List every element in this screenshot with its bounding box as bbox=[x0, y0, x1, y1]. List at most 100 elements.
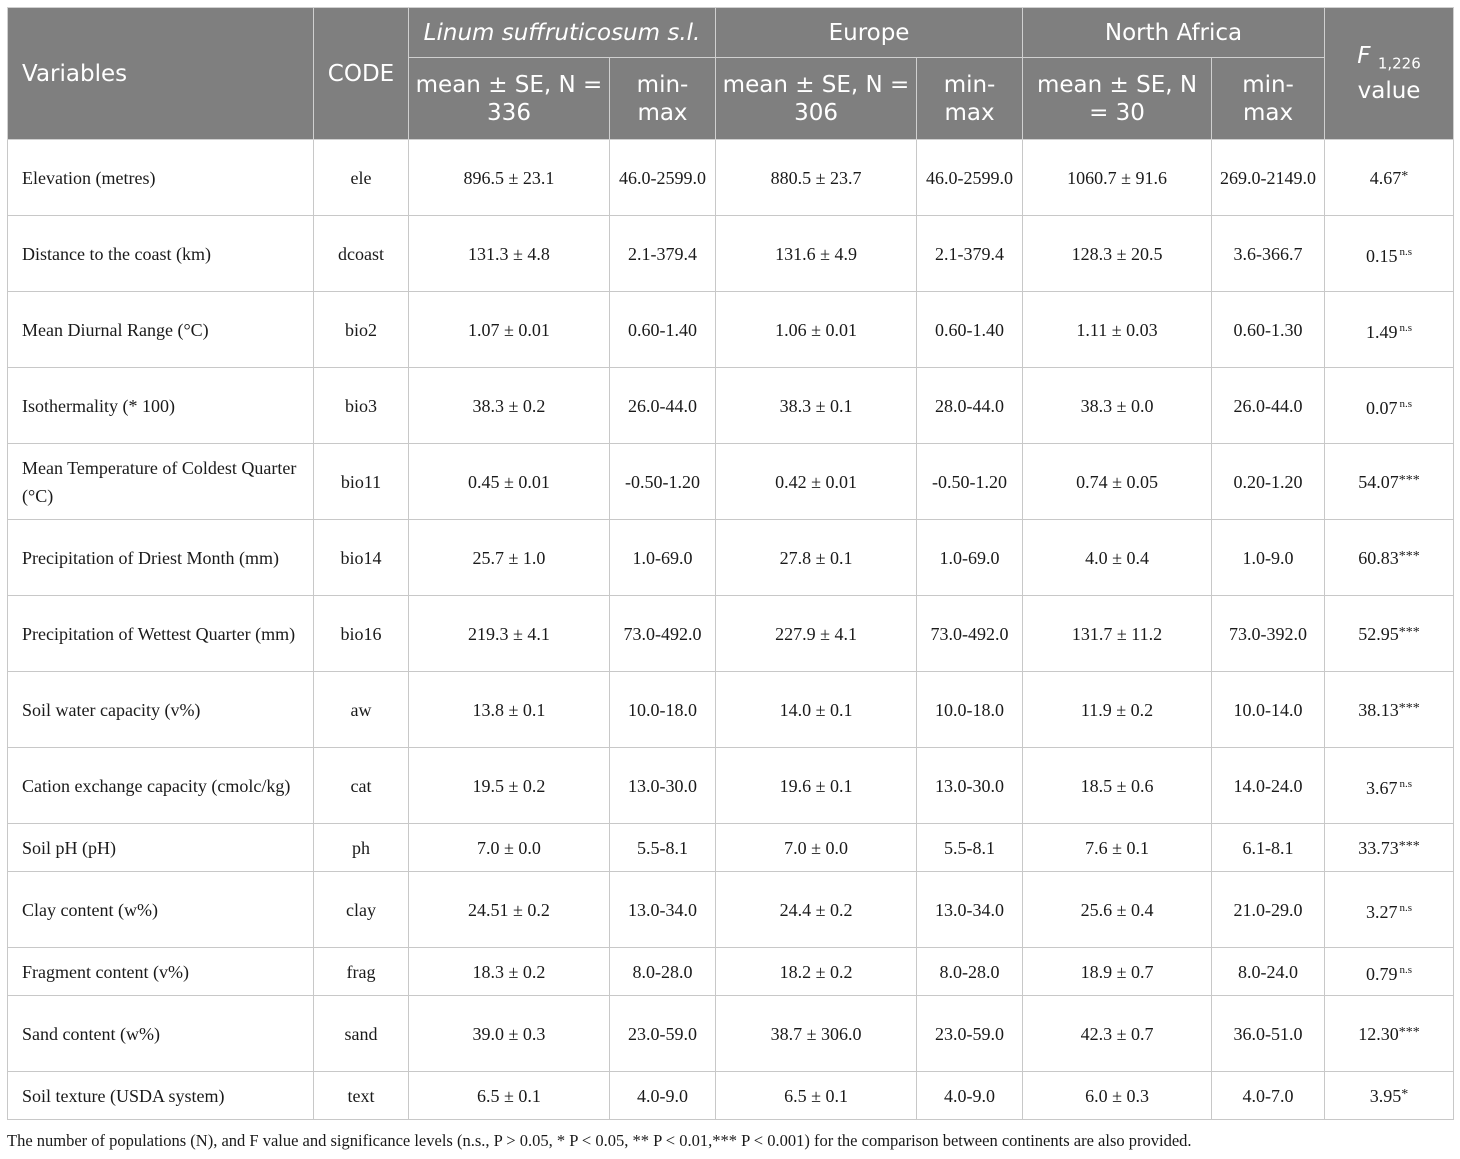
code-cell: bio3 bbox=[313, 367, 409, 444]
linum-mean-cell: 896.5 ± 23.1 bbox=[408, 139, 610, 216]
africa-mean-cell: 11.9 ± 0.2 bbox=[1022, 671, 1213, 748]
africa-range-cell: 10.0-14.0 bbox=[1211, 671, 1326, 748]
f-value-cell: 3.27 n.s bbox=[1324, 871, 1455, 948]
africa-range-cell: 4.0-7.0 bbox=[1211, 1071, 1326, 1120]
header-f-letter: F bbox=[1357, 42, 1371, 69]
significance-marker: n.s bbox=[1399, 901, 1413, 914]
variable-cell: Mean Diurnal Range (°C) bbox=[7, 291, 314, 368]
f-value: 38.13 bbox=[1358, 700, 1399, 720]
header-f-value-label: value bbox=[1357, 78, 1421, 105]
code-cell: ele bbox=[313, 139, 409, 216]
f-value-cell: 38.13*** bbox=[1324, 671, 1455, 748]
table-footnote: The number of populations (N), and F val… bbox=[7, 1131, 1192, 1150]
f-value: 54.07 bbox=[1358, 472, 1399, 492]
f-value: 33.73 bbox=[1358, 838, 1399, 858]
significance-marker: *** bbox=[1398, 625, 1420, 640]
europe-range-cell: 46.0-2599.0 bbox=[916, 139, 1024, 216]
variable-cell: Precipitation of Wettest Quarter (mm) bbox=[7, 595, 314, 672]
f-value: 12.30 bbox=[1358, 1024, 1399, 1044]
europe-range-cell: 13.0-30.0 bbox=[916, 747, 1024, 824]
code-cell: clay bbox=[313, 871, 409, 948]
table-body: Elevation (metres) ele 896.5 ± 23.1 46.0-25… bbox=[7, 139, 1455, 1120]
europe-range-cell: -0.50-1.20 bbox=[916, 443, 1024, 520]
header-group-linum: Linum suffruticosum s.l. bbox=[407, 7, 717, 58]
linum-range-cell: 10.0-18.0 bbox=[608, 671, 717, 748]
linum-mean-cell: 24.51 ± 0.2 bbox=[408, 871, 610, 948]
header-g2-mean: mean ± SE, N = 306 bbox=[715, 57, 918, 140]
table-row: Clay content (w%) clay 24.51 ± 0.2 13.0-34.… bbox=[7, 871, 1455, 948]
africa-mean-cell: 42.3 ± 0.7 bbox=[1022, 995, 1213, 1072]
europe-range-cell: 2.1-379.4 bbox=[916, 215, 1024, 292]
table-row: Precipitation of Wettest Quarter (mm) bio… bbox=[7, 595, 1455, 672]
f-value-cell: 52.95*** bbox=[1324, 595, 1455, 672]
f-value: 60.83 bbox=[1358, 548, 1399, 568]
linum-mean-cell: 6.5 ± 0.1 bbox=[408, 1071, 610, 1120]
table-row: Mean Temperature of Coldest Quarter (°C)… bbox=[7, 443, 1455, 520]
europe-mean-cell: 38.3 ± 0.1 bbox=[715, 367, 918, 444]
header-f-value: F 1,226 value bbox=[1324, 7, 1455, 140]
europe-range-cell: 0.60-1.40 bbox=[916, 291, 1024, 368]
table-row: Cation exchange capacity (cmolc/kg) cat 19… bbox=[7, 747, 1455, 824]
f-value: 52.95 bbox=[1358, 624, 1399, 644]
africa-range-cell: 0.60-1.30 bbox=[1211, 291, 1326, 368]
f-value: 4.67 bbox=[1369, 168, 1402, 188]
europe-range-cell: 4.0-9.0 bbox=[916, 1071, 1024, 1120]
africa-range-cell: 21.0-29.0 bbox=[1211, 871, 1326, 948]
table-row: Fragment content (v%) frag 18.3 ± 0.2 8.0-2… bbox=[7, 947, 1455, 996]
table-container: Variables CODE Linum suffruticosum s.l. … bbox=[7, 7, 1455, 1120]
linum-range-cell: 5.5-8.1 bbox=[608, 823, 717, 872]
f-value: 1.49 bbox=[1366, 321, 1398, 342]
europe-range-cell: 23.0-59.0 bbox=[916, 995, 1024, 1072]
table-row: Mean Diurnal Range (°C) bio2 1.07 ± 0.01 0.… bbox=[7, 291, 1455, 368]
africa-mean-cell: 0.74 ± 0.05 bbox=[1022, 443, 1213, 520]
code-cell: ph bbox=[313, 823, 409, 872]
header-variables: Variables bbox=[7, 7, 314, 140]
code-cell: dcoast bbox=[313, 215, 409, 292]
code-cell: frag bbox=[313, 947, 409, 996]
f-value: 3.27 bbox=[1366, 901, 1398, 922]
linum-range-cell: 26.0-44.0 bbox=[608, 367, 717, 444]
africa-range-cell: 1.0-9.0 bbox=[1211, 519, 1326, 596]
variable-cell: Soil pH (pH) bbox=[7, 823, 314, 872]
table-row: Elevation (metres) ele 896.5 ± 23.1 46.0-25… bbox=[7, 139, 1455, 216]
variable-cell: Elevation (metres) bbox=[7, 139, 314, 216]
africa-mean-cell: 18.9 ± 0.7 bbox=[1022, 947, 1213, 996]
code-cell: sand bbox=[313, 995, 409, 1072]
africa-mean-cell: 38.3 ± 0.0 bbox=[1022, 367, 1213, 444]
linum-range-cell: 4.0-9.0 bbox=[608, 1071, 717, 1120]
header-g2-minmax: min-max bbox=[916, 57, 1024, 140]
variable-cell: Sand content (w%) bbox=[7, 995, 314, 1072]
header-group-linum-label: Linum suffruticosum s.l. bbox=[423, 19, 701, 46]
f-value: 3.67 bbox=[1366, 777, 1398, 798]
variable-cell: Distance to the coast (km) bbox=[7, 215, 314, 292]
linum-mean-cell: 131.3 ± 4.8 bbox=[408, 215, 610, 292]
linum-mean-cell: 13.8 ± 0.1 bbox=[408, 671, 610, 748]
code-cell: cat bbox=[313, 747, 409, 824]
linum-range-cell: -0.50-1.20 bbox=[608, 443, 717, 520]
africa-mean-cell: 1060.7 ± 91.6 bbox=[1022, 139, 1213, 216]
header-code: CODE bbox=[313, 7, 409, 140]
linum-range-cell: 13.0-34.0 bbox=[608, 871, 717, 948]
significance-marker: *** bbox=[1398, 549, 1420, 564]
header-g3-mean: mean ± SE, N = 30 bbox=[1022, 57, 1213, 140]
africa-mean-cell: 18.5 ± 0.6 bbox=[1022, 747, 1213, 824]
africa-range-cell: 73.0-392.0 bbox=[1211, 595, 1326, 672]
f-value: 0.15 bbox=[1366, 245, 1398, 266]
africa-range-cell: 3.6-366.7 bbox=[1211, 215, 1326, 292]
europe-mean-cell: 0.42 ± 0.01 bbox=[715, 443, 918, 520]
f-value-cell: 3.67 n.s bbox=[1324, 747, 1455, 824]
variable-cell: Soil texture (USDA system) bbox=[7, 1071, 314, 1120]
europe-mean-cell: 131.6 ± 4.9 bbox=[715, 215, 918, 292]
linum-range-cell: 2.1-379.4 bbox=[608, 215, 717, 292]
f-value-cell: 33.73*** bbox=[1324, 823, 1455, 872]
linum-range-cell: 8.0-28.0 bbox=[608, 947, 717, 996]
africa-mean-cell: 128.3 ± 20.5 bbox=[1022, 215, 1213, 292]
table-row: Isothermality (* 100) bio3 38.3 ± 0.2 26.0-… bbox=[7, 367, 1455, 444]
f-value-cell: 0.07 n.s bbox=[1324, 367, 1455, 444]
europe-mean-cell: 7.0 ± 0.0 bbox=[715, 823, 918, 872]
code-cell: bio16 bbox=[313, 595, 409, 672]
europe-mean-cell: 14.0 ± 0.1 bbox=[715, 671, 918, 748]
europe-range-cell: 28.0-44.0 bbox=[916, 367, 1024, 444]
linum-mean-cell: 219.3 ± 4.1 bbox=[408, 595, 610, 672]
africa-mean-cell: 4.0 ± 0.4 bbox=[1022, 519, 1213, 596]
